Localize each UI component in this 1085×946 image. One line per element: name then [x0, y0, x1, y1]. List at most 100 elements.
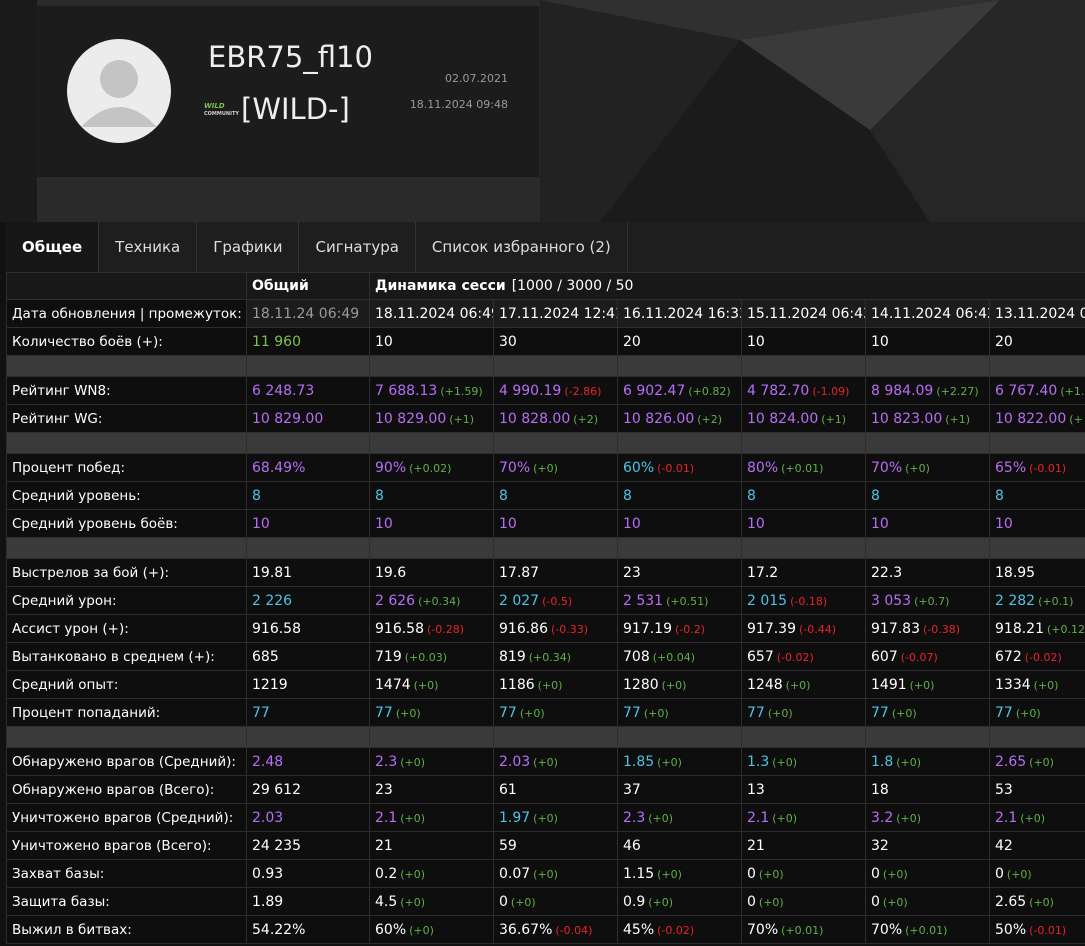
stat-row: Защита базы: 1.89 4.5 (+0) 0 (+0) 0.9 (+0) 0 (+0)…	[6, 887, 1085, 916]
session-select[interactable]: [1000 / 3000 / 50	[511, 278, 634, 294]
stat-value: 10	[747, 515, 765, 532]
stat-value: 80%	[747, 459, 779, 476]
stat-cell: 1.89	[246, 887, 370, 916]
stat-cell: 17.87	[493, 558, 618, 587]
stat-value: 917.39	[747, 620, 796, 637]
stat-delta: (+0)	[1006, 867, 1032, 881]
stat-cell: 77 (+0)	[865, 698, 990, 727]
stat-cell: 916.86 (-0.33)	[493, 614, 618, 643]
stat-delta: (+0.12)	[1047, 622, 1085, 636]
stat-cell: 1.85 (+0)	[617, 747, 742, 776]
stat-delta: (+0)	[537, 678, 563, 692]
stat-cell: 2.48	[246, 747, 370, 776]
stat-cell: 0.9 (+0)	[617, 887, 742, 916]
stat-value: 2.3	[623, 809, 646, 826]
stat-cell: 1248 (+0)	[741, 670, 866, 699]
stat-cell: 1474 (+0)	[369, 670, 494, 699]
separator-cell	[6, 726, 247, 748]
date-updated: 18.11.2024 09:48	[409, 98, 508, 111]
stat-cell: 17.11.2024 12:41	[493, 299, 618, 328]
stat-value: 10 826.00	[623, 410, 695, 427]
stat-delta: (-0.04)	[555, 923, 593, 937]
stat-value: 0	[747, 893, 756, 910]
separator-cell	[865, 355, 990, 377]
separator-cell	[865, 432, 990, 454]
stat-cell: 54.22%	[246, 915, 370, 944]
tab[interactable]: Графики	[197, 222, 300, 272]
stat-cell: 70% (+0)	[865, 453, 990, 482]
tab[interactable]: Общее	[6, 222, 100, 272]
stat-cell: 10 829.00	[246, 404, 370, 433]
stat-value: 8	[252, 487, 261, 504]
stat-value: 1491	[871, 676, 907, 693]
stat-cell: 20	[617, 327, 742, 356]
stat-value: 20	[995, 333, 1013, 350]
row-label: Процент побед:	[6, 453, 247, 482]
stat-cell: 59	[493, 831, 618, 860]
stat-value: 8	[499, 487, 508, 504]
separator-cell	[6, 432, 247, 454]
separator-row	[6, 432, 1085, 454]
tab[interactable]: Список избранного (2)	[416, 222, 628, 272]
stat-delta: (+0)	[1029, 755, 1054, 769]
stat-value: 32	[871, 837, 889, 854]
stat-cell: 77 (+0)	[617, 698, 742, 727]
stat-delta: (+0)	[657, 755, 682, 769]
clan-tag[interactable]: [WILD-]	[241, 92, 350, 126]
stat-cell: 2.03	[246, 803, 370, 832]
row-label: Уничтожено врагов (Всего):	[6, 831, 247, 860]
separator-cell	[369, 537, 494, 559]
tab[interactable]: Техника	[99, 222, 198, 272]
stat-value: 20	[623, 333, 641, 350]
stat-cell: 61	[493, 775, 618, 804]
stat-value: 90%	[375, 459, 407, 476]
stat-row: Средний уровень: 8 8 8 8 8 8 8	[6, 481, 1085, 510]
stat-cell: 8	[865, 481, 990, 510]
stat-delta: (+0)	[395, 706, 421, 720]
row-label: Рейтинг WG:	[6, 404, 247, 433]
stat-value: 6 902.47	[623, 382, 686, 399]
stat-value: 918.21	[995, 620, 1044, 637]
stat-value: 70%	[499, 459, 531, 476]
stat-value: 2 282	[995, 592, 1036, 609]
stat-value: 1.15	[623, 865, 655, 882]
stat-cell: 8	[246, 481, 370, 510]
separator-cell	[369, 726, 494, 748]
stat-cell: 90% (+0.02)	[369, 453, 494, 482]
stat-cell: 0 (+0)	[741, 887, 866, 916]
stat-cell: 10 823.00 (+1)	[865, 404, 990, 433]
stat-cell: 607 (-0.07)	[865, 642, 990, 671]
stat-delta: (+0.7)	[914, 594, 950, 608]
stat-value: 59	[499, 837, 517, 854]
stat-delta: (+0.51)	[666, 594, 709, 608]
stat-value: 45%	[623, 921, 655, 938]
stat-row: Рейтинг WG: 10 829.00 10 829.00 (+1) 10 828.…	[6, 404, 1085, 433]
stat-value: 917.19	[623, 620, 672, 637]
stat-value: 0	[499, 893, 508, 910]
header-cell: Общий	[246, 272, 370, 300]
stat-cell: 0.2 (+0)	[369, 859, 494, 888]
stat-delta: (-0.38)	[923, 622, 961, 636]
tab[interactable]: Сигнатура	[299, 222, 416, 272]
stat-value: 1474	[375, 676, 411, 693]
separator-cell	[988, 537, 1085, 559]
stat-delta: (+0)	[772, 755, 798, 769]
stat-cell: 0 (+0)	[988, 859, 1085, 888]
stat-row: Вытанковано в среднем (+): 685 719 (+0.03) 8…	[6, 642, 1085, 671]
stat-value: 0	[871, 865, 880, 882]
stat-value: 24 235	[252, 837, 301, 854]
stat-cell: 23	[369, 775, 494, 804]
logo-subtext: COMMUNITY	[204, 111, 240, 117]
stat-value: 77	[995, 704, 1013, 721]
stat-delta: (-0.18)	[790, 594, 828, 608]
separator-row	[6, 726, 1085, 748]
stat-value: 657	[747, 648, 774, 665]
stat-delta: (+0)	[896, 755, 922, 769]
stat-value: 10 828.00	[499, 410, 571, 427]
stat-cell: 6 902.47 (+0.82)	[617, 376, 742, 405]
stat-value: 3.2	[871, 809, 894, 826]
row-label: Вытанковано в среднем (+):	[6, 642, 247, 671]
stat-value: 7 688.13	[375, 382, 438, 399]
stat-value: 54.22%	[252, 921, 306, 938]
separator-cell	[865, 726, 990, 748]
